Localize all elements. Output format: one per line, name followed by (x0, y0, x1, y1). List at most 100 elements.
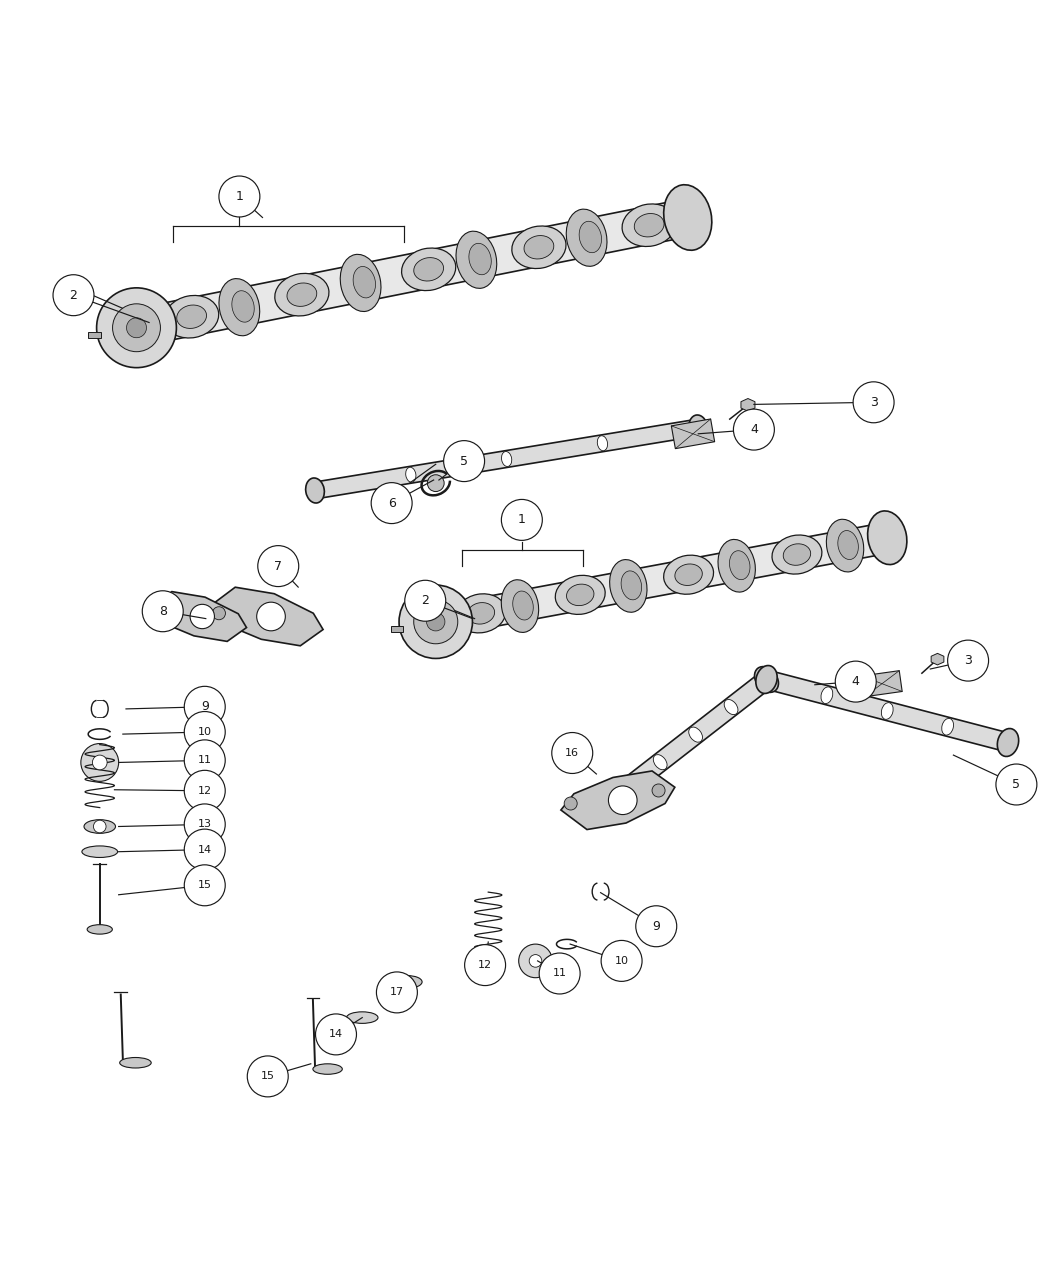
Circle shape (190, 604, 214, 629)
Circle shape (635, 905, 677, 947)
Polygon shape (741, 399, 755, 412)
Ellipse shape (405, 467, 416, 482)
Polygon shape (314, 419, 699, 499)
Ellipse shape (772, 536, 822, 574)
Ellipse shape (566, 209, 607, 266)
Text: 5: 5 (1012, 778, 1021, 790)
Ellipse shape (567, 584, 594, 606)
Text: 8: 8 (159, 604, 167, 618)
Ellipse shape (287, 283, 317, 306)
Ellipse shape (469, 244, 491, 274)
Circle shape (256, 602, 286, 631)
Polygon shape (132, 199, 692, 347)
Polygon shape (433, 523, 890, 638)
Ellipse shape (826, 519, 864, 572)
Ellipse shape (689, 414, 708, 440)
Ellipse shape (502, 451, 511, 467)
Circle shape (853, 381, 894, 423)
Ellipse shape (511, 226, 566, 269)
Ellipse shape (120, 1057, 151, 1068)
Ellipse shape (622, 571, 642, 599)
Text: 4: 4 (852, 674, 860, 688)
Ellipse shape (456, 231, 497, 288)
Circle shape (552, 733, 592, 774)
Text: 15: 15 (197, 880, 212, 890)
Polygon shape (150, 592, 247, 641)
Text: 15: 15 (260, 1071, 275, 1081)
Circle shape (81, 743, 119, 782)
Circle shape (185, 864, 225, 905)
Circle shape (97, 288, 176, 367)
Circle shape (540, 952, 580, 994)
Ellipse shape (313, 1063, 342, 1075)
Polygon shape (561, 771, 675, 830)
Text: 12: 12 (478, 960, 492, 970)
Text: 5: 5 (460, 455, 468, 468)
Ellipse shape (165, 296, 218, 338)
Ellipse shape (634, 213, 664, 237)
Text: 11: 11 (552, 969, 567, 978)
Bar (88, 332, 101, 338)
Circle shape (185, 711, 225, 752)
Circle shape (185, 829, 225, 870)
Ellipse shape (275, 273, 329, 316)
Text: 13: 13 (197, 820, 212, 830)
Text: 4: 4 (750, 423, 758, 436)
Ellipse shape (622, 204, 676, 246)
Ellipse shape (664, 185, 712, 250)
Circle shape (414, 599, 458, 644)
Circle shape (564, 797, 578, 810)
Ellipse shape (555, 575, 605, 615)
Ellipse shape (176, 305, 207, 329)
Circle shape (608, 785, 637, 815)
Circle shape (315, 1014, 357, 1054)
Ellipse shape (401, 249, 456, 291)
Text: 10: 10 (614, 956, 629, 966)
Ellipse shape (998, 728, 1018, 756)
Circle shape (126, 317, 146, 338)
Ellipse shape (232, 291, 254, 323)
Ellipse shape (689, 727, 702, 742)
Ellipse shape (942, 718, 953, 736)
Circle shape (143, 590, 183, 631)
Polygon shape (931, 653, 944, 666)
Ellipse shape (82, 845, 118, 858)
Ellipse shape (755, 667, 778, 692)
Ellipse shape (821, 687, 833, 704)
Ellipse shape (613, 776, 636, 803)
Circle shape (248, 1056, 288, 1096)
Circle shape (185, 686, 225, 727)
Circle shape (402, 977, 413, 987)
Ellipse shape (501, 580, 539, 632)
Circle shape (519, 944, 552, 978)
Circle shape (947, 640, 989, 681)
Circle shape (502, 500, 543, 541)
Ellipse shape (867, 511, 907, 565)
Circle shape (372, 483, 412, 524)
Text: 17: 17 (390, 987, 404, 997)
Circle shape (185, 770, 225, 811)
Circle shape (995, 764, 1037, 805)
Circle shape (92, 755, 107, 770)
Polygon shape (862, 671, 902, 696)
Text: 11: 11 (197, 755, 212, 765)
Circle shape (652, 784, 665, 797)
Text: 3: 3 (869, 395, 878, 409)
Ellipse shape (306, 478, 324, 504)
Ellipse shape (340, 254, 381, 311)
Ellipse shape (393, 975, 422, 988)
Polygon shape (764, 671, 1010, 752)
Ellipse shape (724, 700, 738, 714)
Ellipse shape (783, 544, 811, 565)
Ellipse shape (87, 924, 112, 935)
Text: 3: 3 (964, 654, 972, 667)
Ellipse shape (467, 603, 495, 623)
Text: 2: 2 (69, 288, 78, 302)
Text: 10: 10 (197, 727, 212, 737)
Ellipse shape (512, 592, 533, 620)
Ellipse shape (456, 594, 506, 632)
Ellipse shape (756, 666, 777, 694)
Ellipse shape (346, 1012, 378, 1024)
Circle shape (601, 941, 643, 982)
Circle shape (185, 740, 225, 780)
